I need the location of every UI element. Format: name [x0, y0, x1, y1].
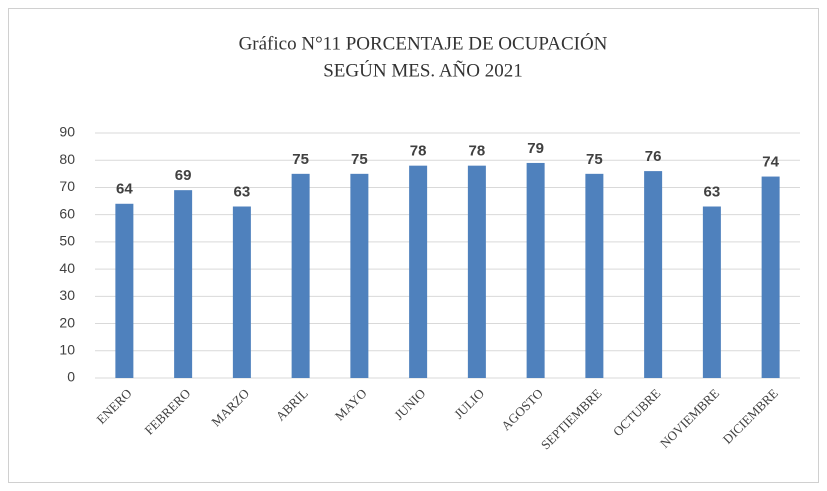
- bar: [761, 176, 780, 378]
- data-label: 63: [234, 183, 251, 200]
- bar: [585, 173, 604, 378]
- data-label: 63: [704, 183, 721, 200]
- bar: [174, 190, 193, 378]
- data-label: 75: [586, 151, 603, 168]
- bar: [291, 173, 310, 378]
- bar: [467, 165, 486, 378]
- bar: [232, 206, 251, 378]
- data-label: 78: [410, 143, 427, 160]
- y-tick-label: 10: [59, 341, 75, 357]
- data-label: 69: [175, 167, 192, 184]
- y-tick-label: 70: [59, 178, 75, 194]
- chart-title: SEGÚN MES. AÑO 2021: [323, 59, 523, 81]
- data-label: 79: [527, 140, 544, 157]
- bar: [115, 203, 134, 378]
- bar: [702, 206, 721, 378]
- data-label: 78: [469, 143, 486, 160]
- y-tick-label: 30: [59, 287, 75, 303]
- y-tick-label: 50: [59, 233, 75, 249]
- data-label: 74: [762, 154, 779, 171]
- y-tick-label: 80: [59, 151, 75, 167]
- y-tick-label: 40: [59, 260, 75, 276]
- bar: [644, 171, 663, 378]
- bar: [526, 162, 545, 378]
- data-label: 75: [292, 151, 309, 168]
- bar: [350, 173, 369, 378]
- data-label: 64: [116, 181, 133, 198]
- chart-title: Gráfico N°11 PORCENTAJE DE OCUPACIÓN: [239, 32, 608, 54]
- bar: [409, 165, 428, 378]
- data-label: 75: [351, 151, 368, 168]
- y-tick-label: 90: [59, 124, 75, 140]
- y-tick-label: 20: [59, 314, 75, 330]
- y-tick-label: 0: [67, 369, 75, 385]
- data-label: 76: [645, 148, 662, 165]
- y-tick-label: 60: [59, 205, 75, 221]
